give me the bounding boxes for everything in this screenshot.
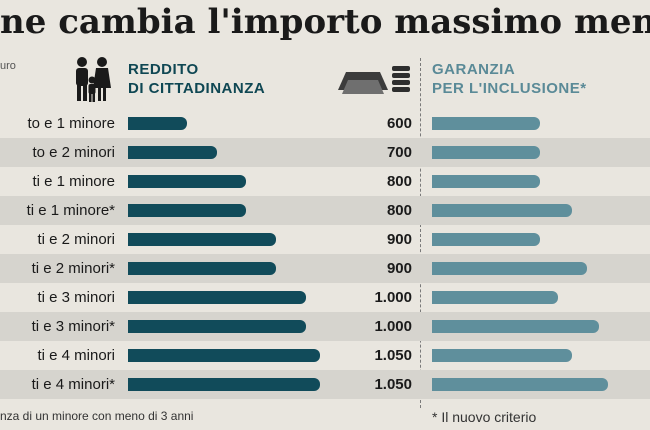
table-row: ti e 1 minore* 800 xyxy=(0,196,650,225)
bar-reddito-di-cittadinanza xyxy=(128,349,321,362)
value-label: 700 xyxy=(386,144,412,161)
money-icon xyxy=(338,66,410,94)
bar-garanzia-per-inclusione xyxy=(432,349,573,362)
bar-reddito-di-cittadinanza xyxy=(128,262,276,275)
header-reddito-di-cittadinanza: REDDITO DI CITTADINANZA xyxy=(128,61,266,97)
bar-garanzia-per-inclusione xyxy=(432,291,558,304)
bar-reddito-di-cittadinanza xyxy=(128,146,217,159)
value-label: 1.050 xyxy=(374,347,412,364)
category-label: ti e 1 minore xyxy=(32,173,115,190)
bar-reddito-di-cittadinanza xyxy=(128,117,188,130)
category-label: ti e 1 minore* xyxy=(26,202,115,219)
category-label: ti e 2 minori* xyxy=(31,260,115,277)
bar-garanzia-per-inclusione xyxy=(432,378,609,391)
category-label: ti e 3 minori* xyxy=(31,318,115,335)
table-row: ti e 2 minori 900 xyxy=(0,225,650,254)
bar-garanzia-per-inclusione xyxy=(432,320,600,333)
footnote-new-criterion: * Il nuovo criterio xyxy=(432,409,537,425)
family-icon xyxy=(76,57,111,102)
table-row: ti e 4 minori 1.050 xyxy=(0,341,650,370)
category-label: ti e 2 minori xyxy=(37,231,115,248)
table-row: ti e 2 minori* 900 xyxy=(0,254,650,283)
value-label: 800 xyxy=(386,173,412,190)
category-label: ti e 3 minori xyxy=(37,289,115,306)
table-row: ti e 3 minori* 1.000 xyxy=(0,312,650,341)
category-label: to e 1 minore xyxy=(27,115,115,132)
category-label: ti e 4 minori xyxy=(37,347,115,364)
chart-title: ne cambia l'importo massimo mensi xyxy=(0,2,650,42)
table-row: ti e 4 minori* 1.050 xyxy=(0,370,650,399)
bar-garanzia-per-inclusione xyxy=(432,204,573,217)
unit-label: uro xyxy=(0,60,16,72)
category-label: to e 2 minori xyxy=(32,144,115,161)
footnote-left: nza di un minore con meno di 3 anni xyxy=(0,409,194,423)
value-label: 800 xyxy=(386,202,412,219)
bar-reddito-di-cittadinanza xyxy=(128,291,306,304)
value-label: 1.000 xyxy=(374,289,412,306)
bar-reddito-di-cittadinanza xyxy=(128,204,247,217)
table-row: ti e 1 minore 800 xyxy=(0,167,650,196)
table-row: ti e 3 minori 1.000 xyxy=(0,283,650,312)
bar-garanzia-per-inclusione xyxy=(432,117,540,130)
header-garanzia-per-inclusione: GARANZIA PER L'INCLUSIONE* xyxy=(432,61,587,97)
bar-reddito-di-cittadinanza xyxy=(128,175,247,188)
bar-garanzia-per-inclusione xyxy=(432,233,540,246)
table-row: to e 2 minori 700 xyxy=(0,138,650,167)
value-label: 600 xyxy=(386,115,412,132)
table-row: to e 1 minore 600 xyxy=(0,109,650,138)
bar-garanzia-per-inclusione xyxy=(432,262,587,275)
bar-reddito-di-cittadinanza xyxy=(128,233,276,246)
value-label: 1.000 xyxy=(374,318,412,335)
value-label: 900 xyxy=(386,231,412,248)
bar-garanzia-per-inclusione xyxy=(432,175,540,188)
bar-reddito-di-cittadinanza xyxy=(128,320,306,333)
value-label: 900 xyxy=(386,260,412,277)
category-label: ti e 4 minori* xyxy=(31,376,115,393)
bar-reddito-di-cittadinanza xyxy=(128,378,321,391)
bar-garanzia-per-inclusione xyxy=(432,146,540,159)
value-label: 1.050 xyxy=(374,376,412,393)
section-divider xyxy=(420,58,421,408)
